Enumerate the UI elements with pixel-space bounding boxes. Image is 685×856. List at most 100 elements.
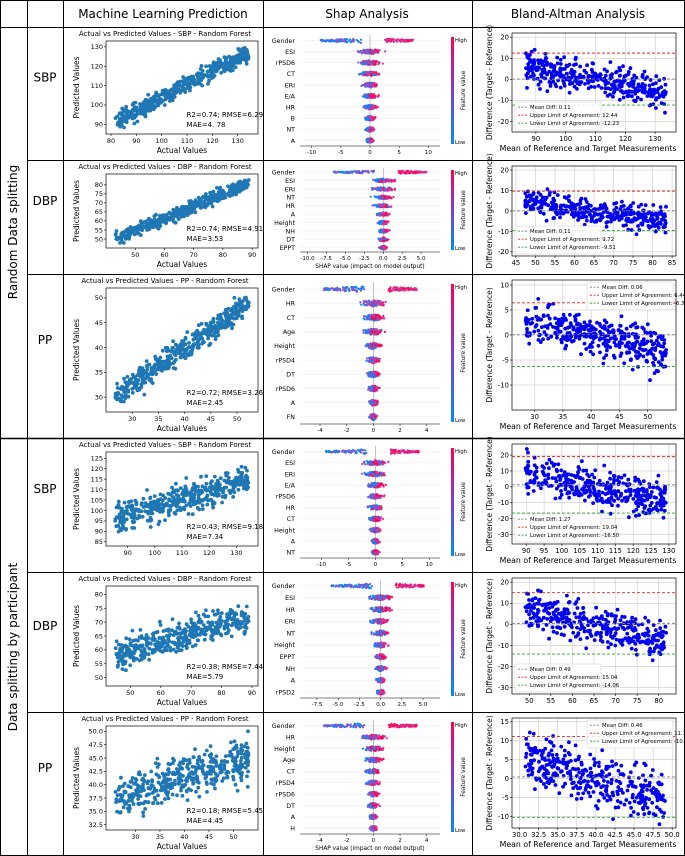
ba-point bbox=[658, 93, 663, 98]
shap-point bbox=[365, 85, 368, 88]
ba-point bbox=[658, 205, 663, 210]
shap-point bbox=[400, 286, 403, 289]
ba-point bbox=[554, 70, 558, 74]
scatter-point bbox=[202, 340, 206, 344]
scatter-point bbox=[172, 219, 176, 224]
scatter-point bbox=[213, 69, 218, 74]
ba-point bbox=[622, 74, 627, 79]
shap-point bbox=[376, 95, 379, 98]
scatter-point bbox=[198, 67, 203, 71]
scatter-point bbox=[129, 377, 134, 381]
scatter-point bbox=[196, 344, 201, 349]
y-tick-label: -10 bbox=[498, 228, 509, 236]
x-tick-label: 110 bbox=[589, 135, 602, 143]
scatter-point bbox=[168, 362, 172, 367]
shap-point bbox=[382, 314, 385, 318]
scatter-point bbox=[171, 95, 176, 100]
scatter-point bbox=[138, 233, 143, 238]
row-label: DBP bbox=[33, 194, 58, 208]
y-tick-label: 130 bbox=[91, 43, 103, 51]
scatter-panel: Actual vs Predicted Values - DBP - Rando… bbox=[72, 163, 263, 269]
shap-point bbox=[371, 60, 374, 64]
ba-point bbox=[629, 212, 633, 217]
shap-feature-label: DT bbox=[286, 237, 295, 244]
ba-point bbox=[620, 199, 624, 204]
ba-point bbox=[542, 195, 546, 200]
shap-point bbox=[366, 127, 369, 130]
scatter-point bbox=[161, 99, 165, 103]
scatter-point bbox=[130, 116, 135, 121]
x-tick-label: 90 bbox=[132, 137, 140, 145]
ba-point bbox=[562, 55, 566, 60]
scatter-point bbox=[167, 217, 172, 222]
shap-point bbox=[363, 96, 366, 99]
ba-point bbox=[575, 81, 580, 86]
scatter-point bbox=[242, 46, 247, 50]
ba-panel: 45 50 55 60 65 70 75 80 85-20-1001020Difference … bbox=[485, 153, 676, 268]
ba-point bbox=[558, 57, 563, 62]
scatter-point bbox=[115, 381, 119, 386]
scatter-point bbox=[240, 309, 245, 313]
shap-point bbox=[365, 357, 369, 360]
ba-point bbox=[527, 193, 532, 198]
shap-point bbox=[411, 288, 414, 291]
scatter-point bbox=[204, 323, 209, 327]
scatter-point bbox=[207, 78, 212, 83]
colorbar-high: High bbox=[455, 38, 467, 44]
shap-colorbar bbox=[451, 170, 454, 250]
shap-feature-label: B bbox=[291, 116, 295, 123]
scatter-point bbox=[130, 390, 135, 395]
ba-point bbox=[599, 204, 603, 208]
scatter-point bbox=[150, 381, 155, 385]
ba-point bbox=[562, 81, 566, 86]
shap-point bbox=[370, 95, 373, 98]
shap-point bbox=[359, 38, 362, 41]
scatter-point bbox=[161, 214, 166, 218]
scatter-point bbox=[181, 339, 186, 344]
shap-point bbox=[384, 238, 387, 241]
scatter-point bbox=[208, 321, 213, 326]
scatter-point bbox=[172, 91, 177, 96]
shap-point bbox=[400, 288, 403, 291]
ba-point bbox=[621, 223, 626, 228]
scatter-point bbox=[130, 227, 135, 232]
ba-point bbox=[545, 187, 550, 192]
ba-point bbox=[563, 204, 568, 209]
shap-point bbox=[394, 38, 397, 42]
x-tick-label: 0 bbox=[372, 428, 376, 434]
scatter-point bbox=[143, 112, 148, 116]
y-tick-label: 20 bbox=[500, 166, 509, 174]
scatter-point bbox=[224, 67, 229, 72]
ba-point bbox=[542, 67, 547, 71]
y-tick-label: 90 bbox=[95, 121, 103, 129]
scatter-point bbox=[189, 351, 194, 355]
x-tick-label: 65 bbox=[590, 259, 599, 267]
ba-point bbox=[614, 69, 619, 74]
scatter-point bbox=[181, 75, 186, 79]
ba-point bbox=[524, 211, 528, 216]
ba-point bbox=[536, 206, 541, 211]
ba-point bbox=[664, 204, 668, 209]
ba-point bbox=[608, 73, 613, 78]
group-label-random: Random Data splitting bbox=[6, 165, 20, 299]
ba-point bbox=[656, 226, 661, 230]
scatter-point bbox=[195, 340, 200, 345]
scatter-point bbox=[198, 206, 203, 210]
shap-point bbox=[366, 96, 370, 99]
shap-point bbox=[385, 179, 388, 182]
shap-point bbox=[424, 171, 427, 174]
scatter-point bbox=[135, 388, 140, 393]
shap-point bbox=[370, 74, 373, 77]
ba-point bbox=[626, 227, 631, 232]
shap-point bbox=[380, 230, 383, 233]
scatter-point bbox=[149, 97, 154, 102]
shap-point bbox=[378, 222, 381, 225]
shap-point bbox=[365, 71, 368, 75]
scatter-point bbox=[198, 198, 203, 202]
shap-point bbox=[375, 196, 378, 199]
shap-point bbox=[370, 332, 373, 335]
scatter-point bbox=[145, 98, 149, 102]
shap-feature-label: HR bbox=[286, 203, 296, 210]
scatter-point bbox=[151, 95, 156, 99]
